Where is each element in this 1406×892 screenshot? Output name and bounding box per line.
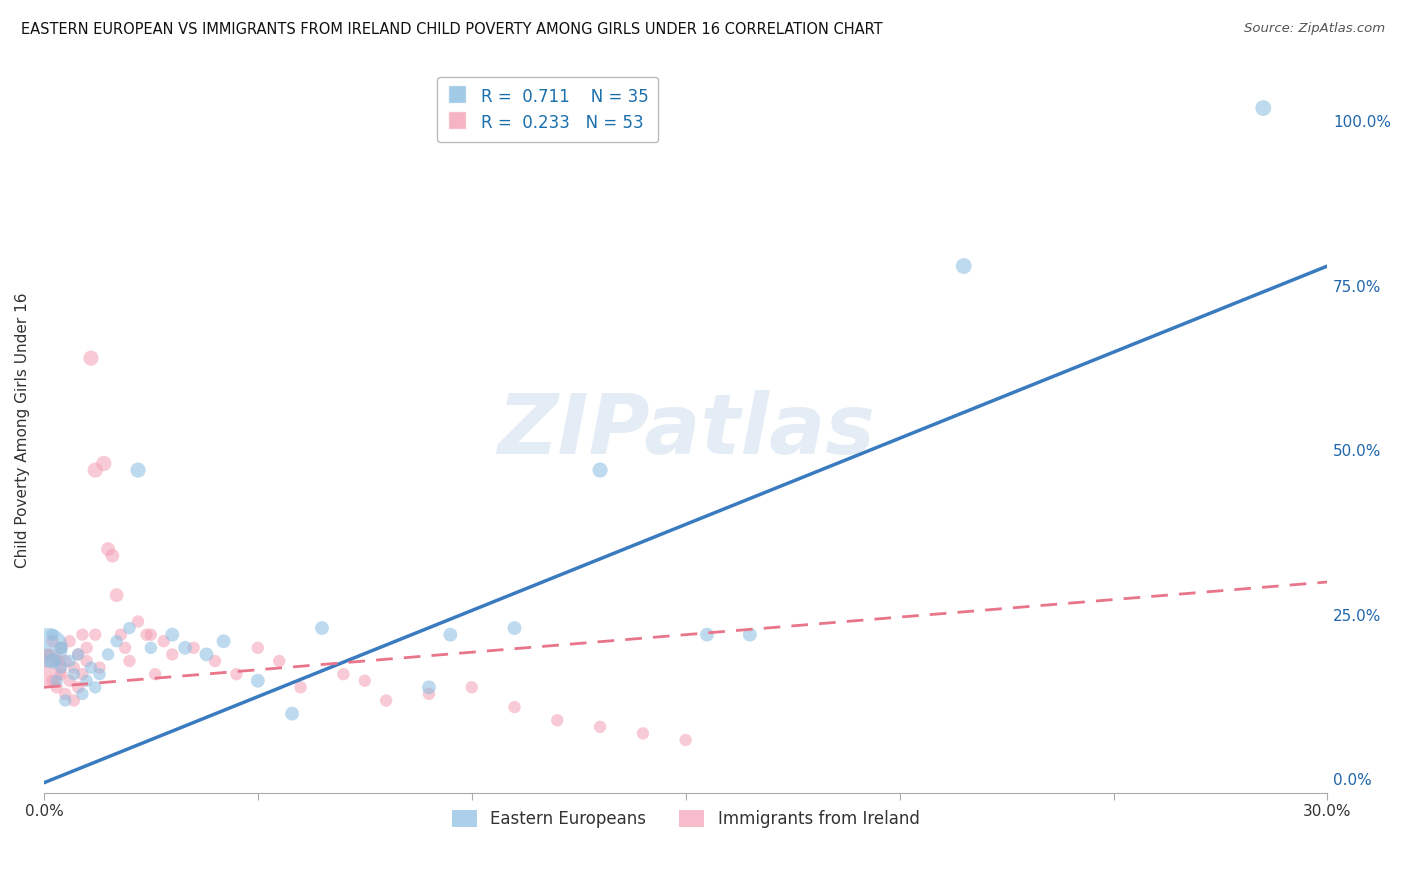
Point bbox=[72, 628, 94, 642]
Point bbox=[162, 628, 184, 642]
Point bbox=[546, 713, 568, 727]
Point bbox=[1251, 101, 1274, 115]
Point bbox=[152, 634, 174, 648]
Point bbox=[53, 654, 76, 668]
Point bbox=[439, 628, 461, 642]
Point bbox=[311, 621, 333, 635]
Point bbox=[80, 351, 103, 366]
Point bbox=[89, 667, 111, 681]
Point bbox=[45, 681, 67, 695]
Point bbox=[72, 687, 94, 701]
Point bbox=[53, 693, 76, 707]
Point bbox=[114, 640, 136, 655]
Point bbox=[290, 681, 312, 695]
Point bbox=[952, 259, 974, 273]
Point bbox=[204, 654, 226, 668]
Point bbox=[281, 706, 304, 721]
Point bbox=[49, 640, 72, 655]
Point bbox=[269, 654, 291, 668]
Point bbox=[67, 648, 90, 662]
Point bbox=[101, 549, 124, 563]
Point bbox=[127, 463, 149, 477]
Point bbox=[84, 681, 107, 695]
Point bbox=[63, 667, 86, 681]
Point bbox=[37, 640, 59, 655]
Point bbox=[80, 660, 103, 674]
Point bbox=[41, 628, 63, 642]
Point bbox=[97, 648, 120, 662]
Point bbox=[110, 628, 132, 642]
Point bbox=[503, 621, 526, 635]
Text: EASTERN EUROPEAN VS IMMIGRANTS FROM IRELAND CHILD POVERTY AMONG GIRLS UNDER 16 C: EASTERN EUROPEAN VS IMMIGRANTS FROM IREL… bbox=[21, 22, 883, 37]
Point bbox=[418, 681, 440, 695]
Text: ZIPatlas: ZIPatlas bbox=[496, 390, 875, 471]
Point bbox=[162, 648, 184, 662]
Point bbox=[738, 628, 761, 642]
Point bbox=[53, 687, 76, 701]
Point bbox=[461, 681, 484, 695]
Point bbox=[49, 667, 72, 681]
Point bbox=[97, 542, 120, 557]
Point bbox=[212, 634, 235, 648]
Point bbox=[246, 640, 269, 655]
Point bbox=[58, 654, 80, 668]
Y-axis label: Child Poverty Among Girls Under 16: Child Poverty Among Girls Under 16 bbox=[15, 293, 30, 568]
Point bbox=[41, 673, 63, 688]
Point bbox=[72, 667, 94, 681]
Point bbox=[67, 681, 90, 695]
Point bbox=[41, 634, 63, 648]
Point bbox=[45, 654, 67, 668]
Point bbox=[143, 667, 166, 681]
Point bbox=[174, 640, 197, 655]
Point bbox=[631, 726, 654, 740]
Point bbox=[76, 654, 98, 668]
Point bbox=[139, 628, 162, 642]
Point bbox=[589, 463, 612, 477]
Text: Source: ZipAtlas.com: Source: ZipAtlas.com bbox=[1244, 22, 1385, 36]
Point bbox=[76, 673, 98, 688]
Point bbox=[37, 660, 59, 674]
Point bbox=[49, 640, 72, 655]
Point bbox=[49, 660, 72, 674]
Point bbox=[93, 457, 115, 471]
Point bbox=[105, 634, 128, 648]
Point bbox=[63, 660, 86, 674]
Point bbox=[353, 673, 375, 688]
Point bbox=[58, 673, 80, 688]
Point bbox=[118, 621, 141, 635]
Point bbox=[589, 720, 612, 734]
Point bbox=[503, 700, 526, 714]
Point bbox=[37, 648, 59, 662]
Point bbox=[135, 628, 157, 642]
Point bbox=[58, 634, 80, 648]
Point bbox=[139, 640, 162, 655]
Legend: Eastern Europeans, Immigrants from Ireland: Eastern Europeans, Immigrants from Irela… bbox=[446, 804, 927, 835]
Point bbox=[41, 654, 63, 668]
Point bbox=[67, 648, 90, 662]
Point bbox=[105, 588, 128, 602]
Point bbox=[675, 733, 697, 747]
Point bbox=[63, 693, 86, 707]
Point bbox=[225, 667, 247, 681]
Point bbox=[76, 640, 98, 655]
Point bbox=[375, 693, 398, 707]
Point bbox=[84, 463, 107, 477]
Point bbox=[418, 687, 440, 701]
Point bbox=[246, 673, 269, 688]
Point bbox=[84, 628, 107, 642]
Point bbox=[332, 667, 354, 681]
Point bbox=[183, 640, 205, 655]
Point bbox=[89, 660, 111, 674]
Point bbox=[127, 615, 149, 629]
Point bbox=[45, 673, 67, 688]
Point bbox=[195, 648, 218, 662]
Point bbox=[696, 628, 718, 642]
Point bbox=[118, 654, 141, 668]
